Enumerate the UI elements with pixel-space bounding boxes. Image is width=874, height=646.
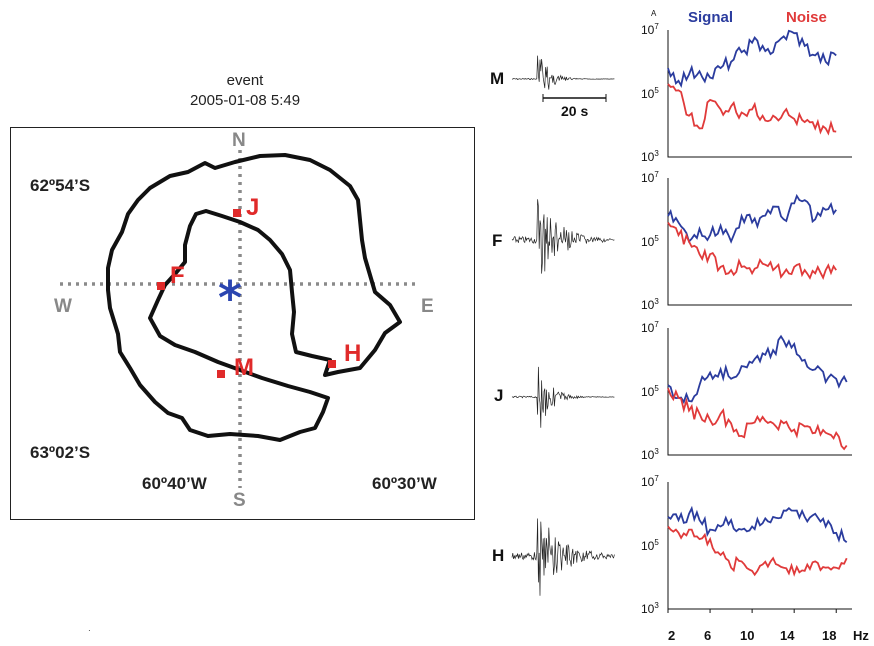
lon-right-label: 60º30’W: [372, 474, 437, 493]
x-unit-label: Hz: [853, 628, 869, 643]
y-tick-f-1: 105: [641, 233, 659, 249]
spectrum-noise-m: [667, 83, 837, 136]
station-marker-h: [328, 360, 336, 368]
seismogram-trace-f: [511, 199, 615, 274]
trace-label-h: H: [492, 546, 505, 565]
y-tick-j-1: 105: [641, 383, 659, 399]
scale-bar-label: 20 s: [561, 103, 589, 119]
spectrum-signal-j: [667, 334, 848, 405]
event-datetime: 2005-01-08 5:49: [189, 92, 301, 109]
y-tick-j-2: 103: [641, 447, 659, 462]
spectrum-signal-f: [667, 193, 837, 244]
lat-bottom-label: 63º02’S: [30, 443, 91, 462]
seismogram-trace-m: [511, 55, 615, 90]
x-tick-6: 6: [704, 628, 712, 643]
y-unit-label: A: [651, 9, 657, 18]
map-frame: [10, 127, 475, 520]
y-tick-m-1: 105: [641, 85, 659, 101]
y-tick-f-0: 107: [641, 170, 659, 185]
spectrum-axes-j: [667, 328, 852, 456]
x-tick-18: 18: [822, 628, 837, 643]
stray-dot: ·: [88, 626, 91, 635]
spectrum-noise-j: [667, 387, 848, 451]
compass-e: E: [421, 296, 434, 317]
station-marker-f: [157, 282, 165, 290]
compass-w: W: [54, 296, 72, 317]
x-tick-10: 10: [740, 628, 755, 643]
station-marker-j: [233, 209, 241, 217]
spectrum-noise-h: [667, 525, 848, 577]
seismogram-trace-h: [511, 518, 615, 596]
x-tick-2: 2: [668, 628, 676, 643]
lon-left-label: 60º40’W: [142, 474, 207, 493]
x-tick-14: 14: [780, 628, 795, 643]
y-tick-m-0: 107: [641, 22, 659, 37]
event-label: event: [226, 72, 264, 89]
spectrum-noise-f: [667, 221, 837, 280]
station-label-j: J: [246, 194, 260, 221]
station-marker-m: [217, 370, 225, 378]
spectrum-axes-m: [667, 30, 852, 158]
spectrum-axes-h: [667, 482, 852, 610]
trace-label-j: J: [494, 386, 504, 405]
trace-label-f: F: [492, 231, 503, 250]
spectrum-axes-f: [667, 178, 852, 306]
lat-top-label: 62º54’S: [30, 176, 91, 195]
spectrum-signal-h: [667, 505, 848, 543]
epicenter-star: *: [218, 271, 242, 325]
station-label-m: M: [234, 354, 254, 381]
island-outer-outline: [106, 153, 402, 442]
compass-s: S: [233, 490, 246, 511]
y-tick-m-2: 103: [641, 149, 659, 164]
compass-n: N: [232, 130, 246, 151]
legend-signal: Signal: [688, 9, 734, 26]
station-label-h: H: [344, 340, 362, 367]
legend-noise: Noise: [786, 9, 827, 26]
y-tick-h-1: 105: [641, 537, 659, 553]
y-tick-h-2: 103: [641, 601, 659, 616]
y-tick-j-0: 107: [641, 320, 659, 335]
station-label-f: F: [170, 262, 185, 289]
y-tick-h-0: 107: [641, 474, 659, 489]
spectrum-signal-m: [667, 29, 837, 89]
seismogram-trace-j: [511, 366, 615, 428]
y-tick-f-2: 103: [641, 297, 659, 312]
trace-label-m: M: [490, 69, 505, 88]
